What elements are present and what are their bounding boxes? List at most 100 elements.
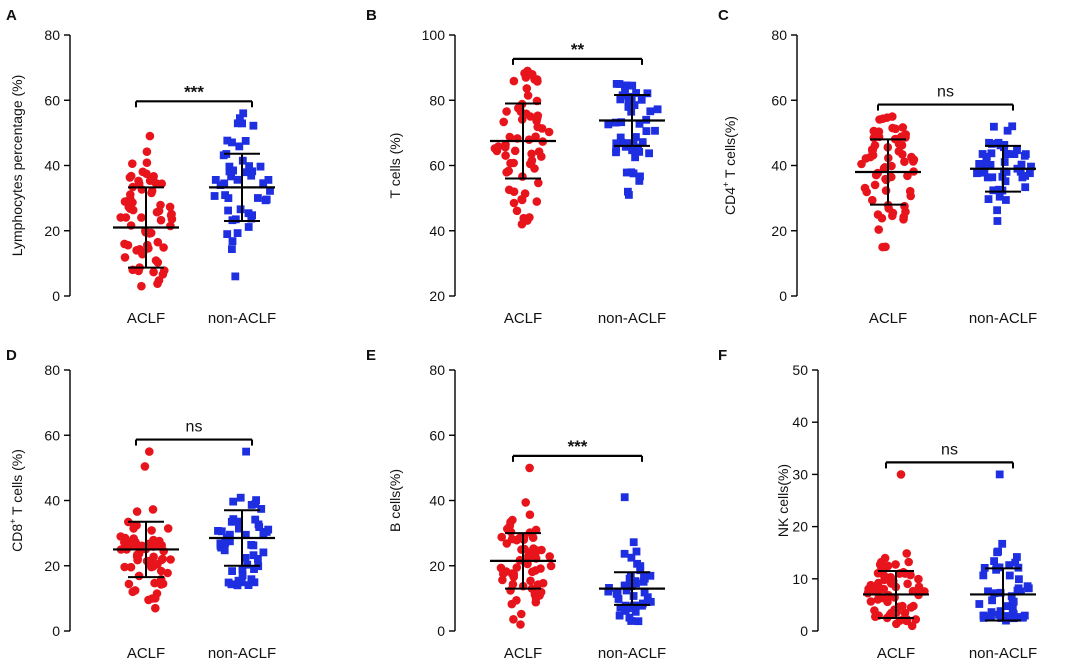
non-aclf-point: [987, 613, 995, 622]
aclf-point: [501, 567, 511, 576]
aclf-point: [877, 213, 887, 223]
aclf-point: [149, 267, 158, 277]
non-aclf-point: [1010, 150, 1019, 158]
y-axis-label: B cells(%): [387, 469, 403, 532]
non-aclf-point: [1013, 586, 1022, 595]
aclf-point: [158, 270, 168, 279]
aclf-point: [870, 180, 880, 190]
panel-letter: C: [718, 7, 729, 24]
non-aclf-point: [987, 608, 996, 616]
y-tick-label: 20: [792, 519, 808, 535]
non-aclf-point: [233, 175, 242, 184]
x-category-label: non-ACLF: [208, 645, 276, 662]
x-category-label: ACLF: [877, 645, 915, 662]
y-tick-label: 0: [52, 623, 60, 639]
aclf-point: [881, 186, 891, 195]
aclf-point: [132, 552, 142, 561]
y-tick-label: 40: [792, 414, 808, 430]
non-aclf-point: [984, 195, 993, 203]
aclf-point: [530, 551, 540, 560]
non-aclf-point: [262, 195, 271, 204]
y-tick-label: 40: [44, 493, 60, 509]
aclf-point: [883, 597, 892, 607]
y-tick-label: 20: [429, 288, 445, 304]
y-axis-label: T cells (%): [387, 133, 403, 199]
non-aclf-point: [980, 564, 989, 572]
aclf-point: [532, 113, 542, 123]
non-aclf-point: [622, 81, 631, 90]
non-aclf-point: [635, 177, 644, 185]
aclf-point: [121, 538, 131, 548]
non-aclf-point: [973, 169, 981, 178]
non-aclf-point: [1008, 609, 1017, 617]
non-aclf-point: [236, 205, 245, 214]
aclf-point: [900, 157, 909, 166]
non-aclf-point: [615, 80, 624, 88]
aclf-point: [147, 186, 157, 196]
aclf-point: [897, 140, 907, 150]
y-tick-label: 20: [44, 558, 60, 574]
significance-label: ns: [186, 419, 203, 436]
aclf-point: [505, 521, 515, 531]
non-aclf-point: [635, 119, 644, 128]
x-category-label: non-ACLF: [598, 310, 666, 327]
y-tick-label: 60: [429, 158, 445, 174]
aclf-point: [881, 242, 890, 252]
aclf-point: [494, 142, 503, 151]
aclf-point: [507, 534, 517, 544]
aclf-point: [522, 84, 532, 93]
non-aclf-point: [1010, 614, 1018, 623]
non-aclf-point: [993, 206, 1001, 215]
non-aclf-point: [1020, 611, 1029, 620]
panel-a: A 0 20 40 60 80 Lymphocytes percentage (%) ACLF…: [6, 7, 276, 327]
aclf-point: [538, 578, 548, 588]
aclf-point: [904, 557, 913, 567]
aclf-point: [874, 578, 883, 588]
aclf-point: [126, 562, 136, 572]
non-aclf-point: [995, 470, 1004, 479]
x-category-label: non-ACLF: [208, 310, 276, 327]
non-aclf-point: [250, 578, 259, 587]
y-axis-label-part: B cells(%): [387, 469, 403, 532]
non-aclf-point: [612, 148, 620, 157]
non-aclf-point: [224, 206, 232, 215]
y-tick-label: 50: [792, 362, 808, 378]
aclf-point: [153, 258, 163, 267]
non-aclf-point: [987, 149, 996, 158]
aclf-point: [517, 609, 526, 619]
aclf-point: [130, 521, 139, 530]
aclf-point: [537, 124, 547, 133]
aclf-point: [157, 555, 167, 565]
y-axis-label: CD8+ T cells (%): [8, 449, 25, 552]
non-aclf-point: [604, 120, 613, 129]
non-aclf-point: [640, 588, 649, 597]
non-aclf-point: [1020, 151, 1029, 160]
panel-letter: B: [366, 7, 377, 24]
non-aclf-point: [243, 560, 252, 569]
aclf-point: [159, 243, 168, 252]
aclf-point: [902, 549, 911, 558]
non-aclf-point: [1017, 160, 1026, 169]
non-aclf-point: [264, 176, 273, 184]
non-aclf-point: [242, 447, 250, 456]
y-tick-label: 0: [800, 623, 808, 639]
y-tick-label: 40: [429, 493, 445, 509]
aclf-point: [502, 168, 511, 177]
aclf-point: [868, 146, 877, 156]
x-category-label: non-ACLF: [598, 645, 666, 662]
aclf-point: [903, 579, 912, 589]
non-aclf-point: [223, 136, 232, 145]
y-tick-label: 0: [779, 288, 787, 304]
aclf-point: [528, 533, 538, 542]
y-tick-label: 60: [44, 92, 60, 108]
aclf-point: [531, 132, 540, 141]
non-aclf-point: [979, 614, 988, 622]
y-axis-label-part: T cells (%): [9, 449, 25, 519]
y-tick-label: 60: [429, 427, 445, 443]
aclf-point: [516, 620, 525, 629]
non-aclf-point: [636, 562, 645, 570]
non-aclf-point: [249, 551, 258, 560]
non-aclf-point: [1003, 126, 1012, 135]
y-tick-label: 20: [429, 558, 445, 574]
non-aclf-point: [233, 229, 242, 237]
